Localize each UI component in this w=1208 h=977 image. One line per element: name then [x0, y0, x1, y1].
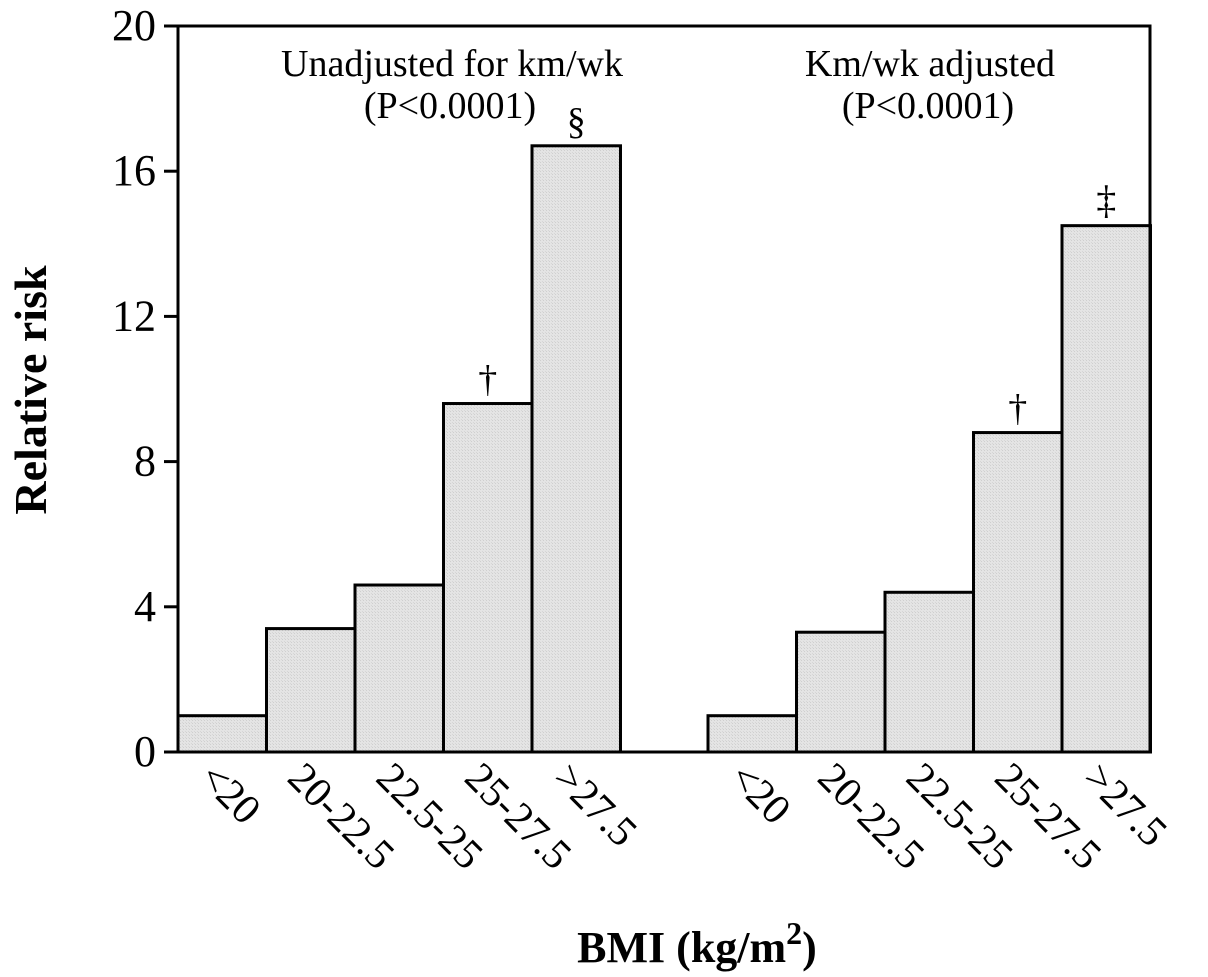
group-title-line1-1: Unadjusted for km/wk: [281, 43, 623, 85]
x-tick-label-group2-1: <20: [720, 755, 799, 834]
bar-group2-5: [1060, 224, 1152, 754]
group-title-line1-2: Km/wk adjusted: [805, 43, 1055, 85]
x-tick-label-group1-1: <20: [190, 755, 269, 834]
bars-layer: [176, 144, 1152, 754]
x-axis-label-close: ): [802, 923, 817, 972]
bar-group2-4: [972, 431, 1064, 754]
bar-group2-1: [706, 714, 798, 754]
y-tick-label-16: 16: [112, 146, 156, 195]
bar-group1-3: [353, 583, 445, 754]
bar-group1-1: [176, 714, 268, 754]
bar-group2-2: [795, 630, 887, 754]
bar-group1-5: [530, 144, 622, 754]
y-tick-label-12: 12: [112, 291, 156, 340]
significance-marker-group2-4: †: [1008, 388, 1027, 430]
y-axis-label: Relative risk: [5, 265, 56, 515]
group-title-line2-1: (P<0.0001): [364, 85, 536, 127]
y-tick-label-20: 20: [112, 1, 156, 50]
significance-marker-group1-4: †: [478, 359, 497, 401]
significance-marker-group2-5: ‡: [1096, 178, 1116, 223]
x-axis-label: BMI (kg/m2): [577, 915, 817, 972]
group-title-line2-2: (P<0.0001): [842, 85, 1014, 127]
y-tick-label-0: 0: [134, 727, 156, 776]
bar-group1-2: [265, 627, 357, 754]
bar-group1-4: [442, 402, 534, 754]
significance-marker-group1-5: §: [567, 101, 586, 143]
bar-group2-3: [883, 590, 975, 754]
plot-frame: [176, 24, 1152, 754]
y-tick-label-4: 4: [134, 582, 156, 631]
x-axis-label-superscript: 2: [786, 915, 802, 951]
axis-layer: [164, 24, 1152, 754]
x-axis-label-main: BMI (kg/m: [577, 923, 786, 972]
y-tick-label-8: 8: [134, 437, 156, 486]
